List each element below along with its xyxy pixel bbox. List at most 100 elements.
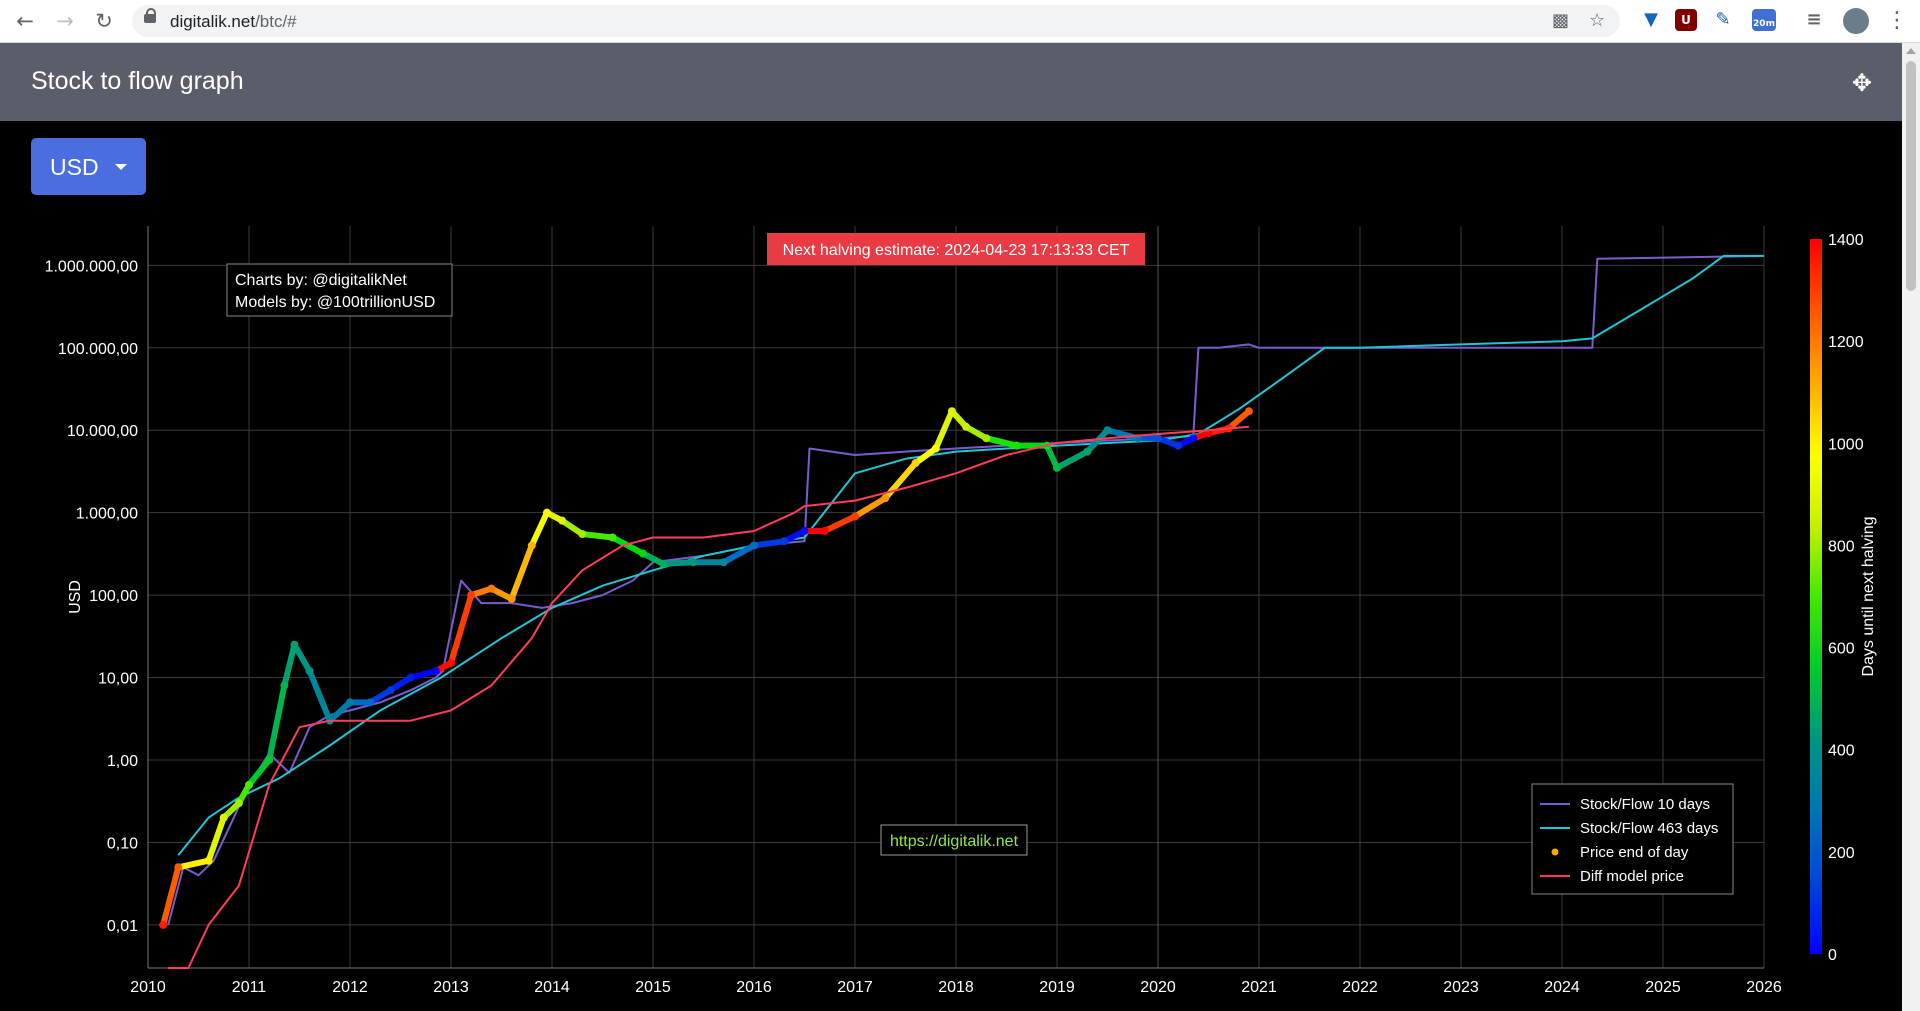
- price-point: [947, 407, 956, 416]
- price-segment: [609, 534, 646, 557]
- legend-label: Stock/Flow 10 days: [1580, 796, 1710, 813]
- price-point: [447, 659, 455, 668]
- price-segment: [407, 668, 439, 681]
- price-point: [1244, 407, 1253, 416]
- price-point: [542, 508, 551, 517]
- price-point: [290, 640, 299, 649]
- price-point: [159, 920, 168, 929]
- price-point: [467, 591, 476, 600]
- x-tick-label: 2010: [130, 979, 166, 996]
- price-point: [608, 533, 617, 542]
- y-tick-label: 1.000.000,00: [45, 258, 139, 275]
- y-tick-label: 10,00: [98, 671, 138, 688]
- y-axis-title: USD: [67, 580, 84, 614]
- price-point: [265, 756, 274, 765]
- price-point: [305, 667, 314, 676]
- price-point: [780, 537, 789, 546]
- price-point: [346, 698, 354, 707]
- price-point: [1174, 441, 1183, 450]
- halving-box: [767, 233, 1145, 265]
- price-segment: [720, 542, 757, 566]
- price-segment: [1043, 442, 1060, 471]
- avatar[interactable]: [1843, 8, 1869, 34]
- price-segment: [160, 864, 182, 928]
- price-segment: [266, 682, 288, 764]
- colorbar-tick-label: 0: [1828, 947, 1837, 964]
- timer-extension-icon[interactable]: 20m: [1752, 9, 1776, 31]
- credits-text: Models by: @100trillionUSD: [235, 294, 435, 311]
- credits-text: Charts by: @digitalikNet: [235, 272, 407, 289]
- price-point: [527, 541, 536, 550]
- x-tick-label: 2012: [332, 979, 368, 996]
- price-point: [280, 681, 289, 690]
- back-icon[interactable]: ←: [16, 9, 34, 33]
- stock-to-flow-chart[interactable]: 0,01 0,10 1,00 10,00 100,00 1.000,00 10.000,00…: [0, 121, 1900, 1011]
- price-point: [689, 558, 698, 567]
- x-tick-label: 2014: [534, 979, 570, 996]
- x-tick-label: 2022: [1342, 979, 1378, 996]
- price-segment: [559, 517, 586, 538]
- price-segment: [660, 559, 697, 567]
- price-point: [881, 494, 890, 503]
- price-segment: [175, 857, 212, 871]
- price-point: [851, 512, 859, 521]
- colorbar-tick-label: 1400: [1828, 232, 1864, 249]
- scrollbar-thumb[interactable]: [1906, 61, 1916, 291]
- x-tick-label: 2024: [1544, 979, 1580, 996]
- colorbar-title: Days until next halving: [1860, 516, 1877, 676]
- ublock-icon[interactable]: U: [1675, 9, 1697, 31]
- forward-icon[interactable]: →: [56, 9, 74, 33]
- x-tick-label: 2021: [1241, 979, 1277, 996]
- url-text[interactable]: digitalik.net/btc/#: [170, 12, 297, 31]
- x-tick-label: 2026: [1746, 979, 1782, 996]
- price-point: [911, 459, 920, 468]
- price-point: [982, 434, 991, 443]
- x-tick-label: 2015: [635, 979, 671, 996]
- price-segment: [291, 641, 313, 675]
- colorbar-tick-label: 1200: [1828, 334, 1864, 351]
- price-point: [931, 444, 940, 453]
- price-point: [558, 516, 567, 525]
- price-point: [1103, 426, 1112, 435]
- reload-icon[interactable]: ↻: [95, 9, 113, 33]
- lock-icon: [144, 8, 156, 23]
- price-point: [219, 813, 228, 822]
- legend-label: Diff model price: [1580, 868, 1684, 885]
- x-tick-label: 2016: [736, 979, 772, 996]
- x-tick-label: 2018: [938, 979, 974, 996]
- price-segment: [882, 460, 919, 502]
- scroll-up-icon[interactable]: [1906, 48, 1916, 54]
- move-icon[interactable]: ✥: [1851, 69, 1872, 97]
- menu-icon[interactable]: ⋮: [1886, 8, 1908, 33]
- price-point: [234, 799, 243, 808]
- price-segment: [528, 509, 550, 549]
- price-segment: [983, 435, 1020, 449]
- panel-header: Stock to flow graph ✥: [0, 43, 1902, 121]
- pen-icon[interactable]: ✎: [1712, 9, 1734, 31]
- price-segment: [751, 538, 788, 549]
- link-box: [880, 824, 1028, 856]
- price-segment: [852, 495, 889, 520]
- address-bar[interactable]: digitalik.net/btc/# ▩ ☆: [132, 5, 1620, 37]
- price-segment: [932, 408, 955, 452]
- currency-dropdown-button[interactable]: USD: [31, 138, 146, 195]
- price-point: [962, 422, 971, 431]
- extension-shield-icon[interactable]: ▼: [1640, 9, 1662, 31]
- y-tick-label: 100.000,00: [58, 341, 138, 358]
- translate-icon[interactable]: ▩: [1552, 10, 1570, 31]
- reading-list-icon[interactable]: ≡: [1803, 9, 1825, 31]
- scrollbar[interactable]: [1902, 43, 1920, 1011]
- y-tick-label: 0,10: [107, 835, 138, 852]
- price-point: [431, 667, 440, 676]
- price-point: [1012, 441, 1021, 450]
- currency-label: USD: [50, 154, 99, 180]
- price-segment: [579, 531, 616, 541]
- site-link: https://digitalik.net: [890, 833, 1019, 850]
- colorbar-tick-label: 600: [1828, 641, 1855, 658]
- price-segment: [205, 814, 227, 864]
- legend-label: Price end of day: [1580, 844, 1689, 861]
- y-tick-label: 1.000,00: [76, 506, 138, 523]
- legend-label: Stock/Flow 463 days: [1580, 820, 1718, 837]
- price-point: [386, 686, 395, 695]
- bookmark-star-icon[interactable]: ☆: [1589, 10, 1606, 31]
